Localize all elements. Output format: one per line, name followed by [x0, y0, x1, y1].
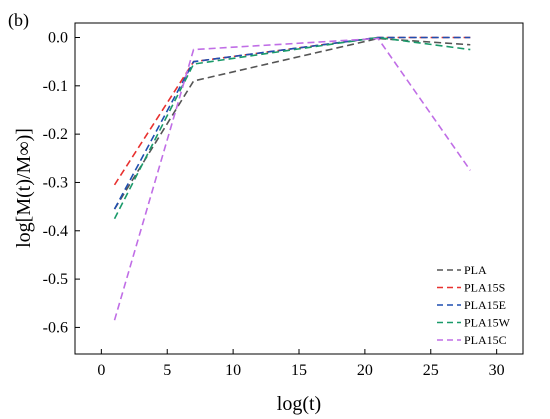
- series-line-pla15c: [113, 37, 471, 321]
- x-tick-label: 15: [291, 362, 307, 379]
- x-tick-label: 0: [97, 362, 105, 379]
- series-line-pla: [113, 37, 471, 210]
- legend-label-pla15c: PLA15C: [464, 333, 507, 347]
- series-line-pla15w: [113, 36, 471, 220]
- y-tick-label: -0.2: [43, 126, 68, 143]
- legend-label-pla15e: PLA15E: [464, 298, 506, 312]
- x-tick-label: 10: [225, 362, 241, 379]
- series-layer: [113, 36, 471, 321]
- y-tick-label: -0.1: [43, 78, 68, 95]
- x-axis-title: log(t): [277, 393, 321, 415]
- x-tick-label: 5: [163, 362, 171, 379]
- y-tick-label: -0.6: [43, 319, 68, 336]
- plot-frame: [74, 22, 524, 355]
- y-tick-label: -0.3: [43, 174, 68, 191]
- x-axis: 0 5 10 15 20 25 30: [97, 349, 505, 379]
- series-line-pla15e: [113, 36, 471, 210]
- x-tick-label: 20: [357, 362, 373, 379]
- legend-label-pla15s: PLA15S: [464, 281, 505, 295]
- legend-label-pla15w: PLA15W: [464, 316, 511, 330]
- y-axis-title: log[M(t)/M∞)]: [13, 128, 35, 248]
- x-tick-label: 30: [489, 362, 505, 379]
- legend: PLA PLA15S PLA15E PLA15W PLA15C: [437, 263, 511, 347]
- x-tick-label: 25: [423, 362, 439, 379]
- y-axis: 0.0 -0.1 -0.2 -0.3 -0.4 -0.5 -0.6: [43, 29, 80, 336]
- panel-label: (b): [8, 10, 29, 31]
- y-tick-label: 0.0: [48, 29, 68, 46]
- y-tick-label: -0.5: [43, 271, 68, 288]
- legend-label-pla: PLA: [464, 263, 487, 277]
- y-tick-label: -0.4: [43, 223, 68, 240]
